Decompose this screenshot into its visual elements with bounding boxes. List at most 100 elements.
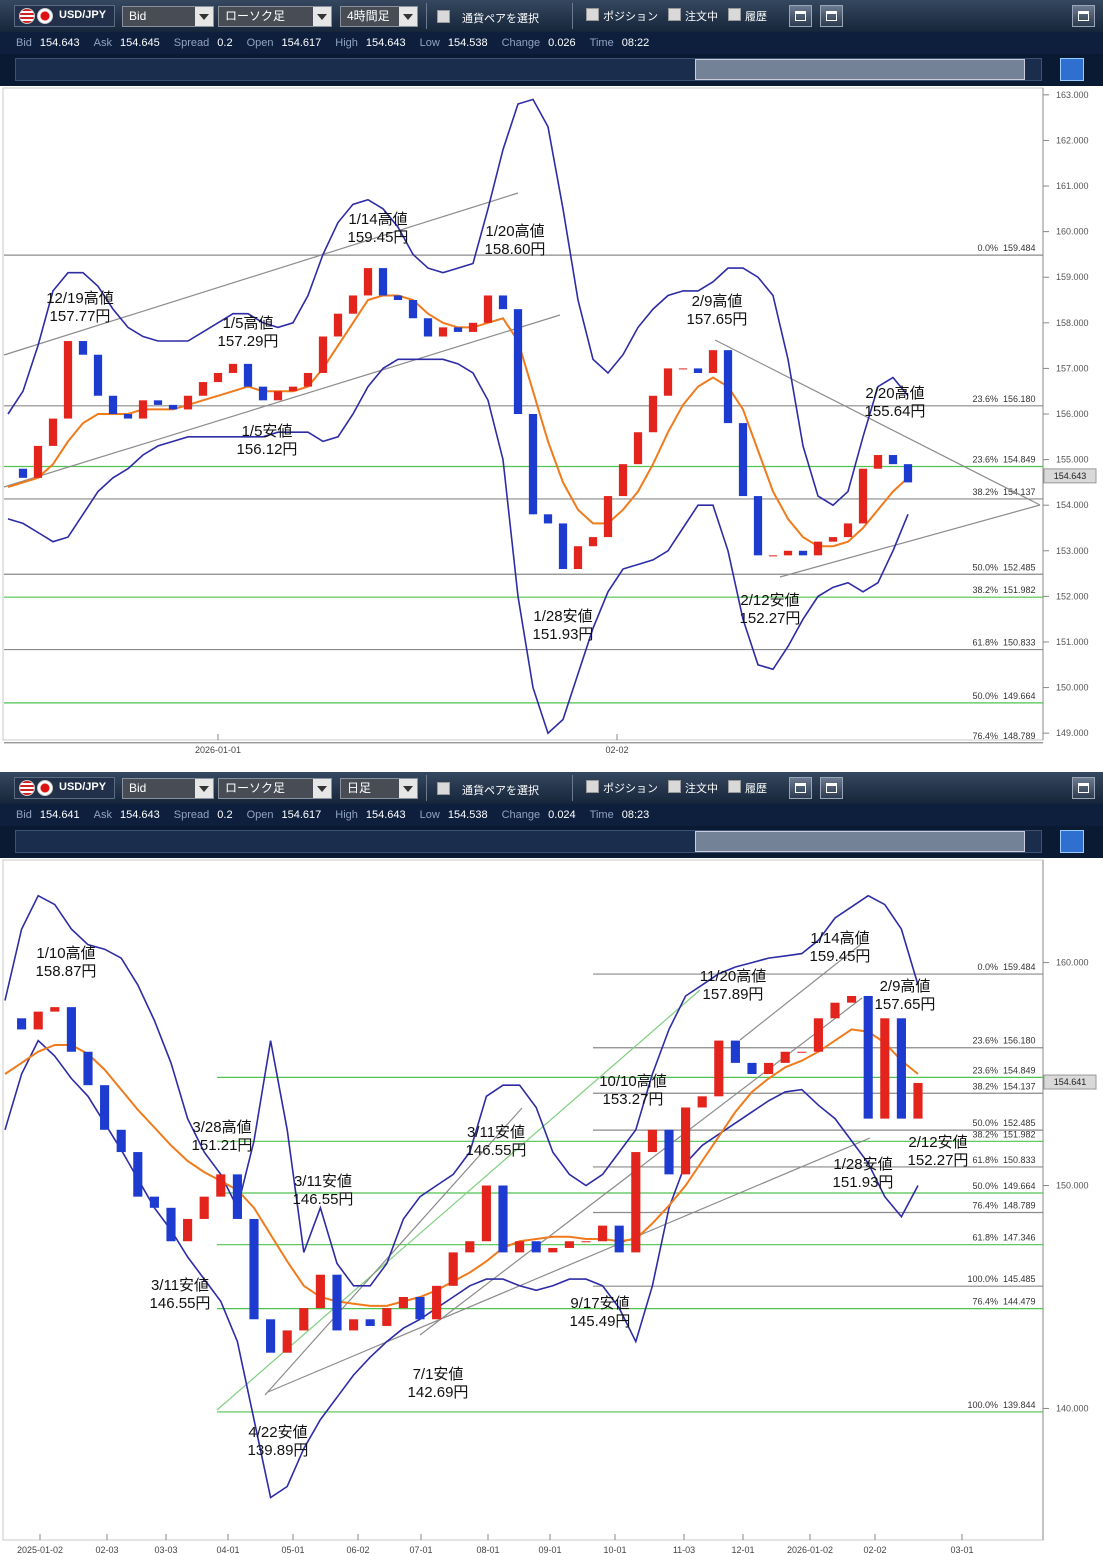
x-tick-label: 12-01 — [731, 1545, 754, 1554]
navigator-window[interactable] — [695, 59, 1025, 80]
icon-button[interactable] — [789, 777, 812, 799]
y-tick-label: 153.000 — [1056, 546, 1089, 556]
candle — [63, 341, 73, 419]
checkbox[interactable] — [668, 8, 681, 21]
candle — [249, 1218, 259, 1320]
fib-level: 149.664 — [1003, 691, 1036, 701]
icon-button[interactable] — [820, 5, 843, 27]
quote-bar: Bid 154.641 Ask 154.643 Spread 0.2 Open 154.617… — [0, 804, 1103, 826]
candle — [843, 523, 853, 538]
quote-label: Open — [246, 37, 274, 49]
quote-value: 154.643 — [365, 37, 406, 49]
candle — [228, 363, 238, 373]
symbol-box[interactable]: USD/JPY — [14, 777, 115, 799]
annotation-title: 1/5高値 — [223, 315, 274, 332]
toggle-label[interactable]: 注文中 — [685, 11, 718, 23]
toggle-label[interactable]: ポジション — [603, 11, 658, 23]
navigator-button[interactable] — [1060, 830, 1084, 853]
annotation-title: 2/9高値 — [880, 978, 931, 995]
checkbox[interactable] — [668, 780, 681, 793]
quote-label: Change — [501, 809, 541, 821]
toggle-label[interactable]: 注文中 — [685, 783, 718, 795]
dropdown[interactable]: Bid — [122, 6, 214, 27]
icon — [826, 11, 837, 21]
quote-value: 0.2 — [217, 37, 233, 49]
annotation-price: 151.93円 — [533, 626, 594, 643]
icon-button[interactable] — [1072, 777, 1095, 799]
toggle-label[interactable]: 履歴 — [745, 11, 767, 23]
fib-percent: 61.8% — [972, 1233, 998, 1243]
dropdown[interactable]: ローソク足 — [218, 6, 332, 27]
trend-line — [779, 504, 1041, 578]
candle — [365, 1319, 375, 1326]
dropdown[interactable]: 4時間足 — [340, 6, 418, 27]
icon-button[interactable] — [820, 777, 843, 799]
toggle-label[interactable]: ポジション — [603, 783, 658, 795]
candle — [453, 327, 463, 332]
arrow-icon — [199, 14, 209, 20]
candle — [888, 455, 898, 465]
annotation-price: 151.21円 — [192, 1137, 253, 1154]
current-price-box — [1043, 1074, 1097, 1090]
dropdown-arrow — [195, 779, 213, 798]
pair-select[interactable]: 通貨ペアを選択 — [462, 785, 539, 797]
candle — [48, 418, 58, 446]
x-tick-label: 08-01 — [476, 1545, 499, 1554]
checkbox[interactable] — [586, 8, 599, 21]
candle — [588, 537, 598, 547]
annotation-title: 1/20高値 — [485, 223, 544, 240]
annotation-title: 9/17安値 — [570, 1295, 629, 1312]
checkbox[interactable] — [728, 780, 741, 793]
candle — [108, 395, 118, 414]
symbol-box[interactable]: USD/JPY — [14, 5, 115, 27]
checkbox[interactable] — [728, 8, 741, 21]
x-tick-label: 02-02 — [863, 1545, 886, 1554]
candle — [17, 1018, 27, 1030]
annotation-price: 146.55円 — [466, 1142, 527, 1159]
dropdown[interactable]: Bid — [122, 778, 214, 799]
annotation-price: 145.49円 — [570, 1313, 631, 1330]
y-tick-label: 163.000 — [1056, 90, 1089, 100]
checkbox[interactable] — [437, 782, 450, 795]
quote-value: 154.617 — [281, 37, 322, 49]
quote-label: Spread — [173, 809, 210, 821]
navigator-button[interactable] — [1060, 58, 1084, 81]
icon-button[interactable] — [789, 5, 812, 27]
fib-level: 154.849 — [1003, 454, 1036, 464]
candle — [100, 1085, 110, 1130]
candle — [681, 1107, 691, 1175]
dropdown[interactable]: 日足 — [340, 778, 418, 799]
fib-percent: 100.0% — [967, 1400, 998, 1410]
navigator-window[interactable] — [695, 831, 1025, 852]
fib-level: 152.485 — [1003, 562, 1036, 572]
toggle-label[interactable]: 履歴 — [745, 783, 767, 795]
annotation-price: 151.93円 — [833, 1174, 894, 1191]
icon-button[interactable] — [1072, 5, 1095, 27]
candle — [903, 464, 913, 483]
annotation-title: 3/11安値 — [151, 1277, 209, 1294]
fib-percent: 50.0% — [972, 1181, 998, 1191]
x-tick-label: 02-02 — [605, 745, 628, 755]
candle — [33, 1011, 43, 1030]
icon — [1078, 783, 1089, 793]
candle — [913, 1082, 923, 1119]
x-tick-label: 05-01 — [281, 1545, 304, 1554]
candle — [558, 523, 568, 570]
candle — [498, 295, 508, 310]
candle — [50, 1007, 60, 1012]
annotation-title: 4/22安値 — [248, 1424, 307, 1441]
checkbox[interactable] — [437, 10, 450, 23]
x-tick-label: 04-01 — [216, 1545, 239, 1554]
candle — [273, 391, 283, 401]
annotation-title: 2/9高値 — [692, 293, 743, 310]
candle — [543, 514, 553, 524]
dropdown[interactable]: ローソク足 — [218, 778, 332, 799]
annotation-price: 158.60円 — [485, 241, 546, 258]
candle — [213, 372, 223, 383]
divider — [426, 3, 427, 29]
pair-select[interactable]: 通貨ペアを選択 — [462, 13, 539, 25]
checkbox[interactable] — [586, 780, 599, 793]
candle — [66, 1007, 76, 1052]
candle — [393, 295, 403, 301]
candle — [415, 1296, 425, 1320]
